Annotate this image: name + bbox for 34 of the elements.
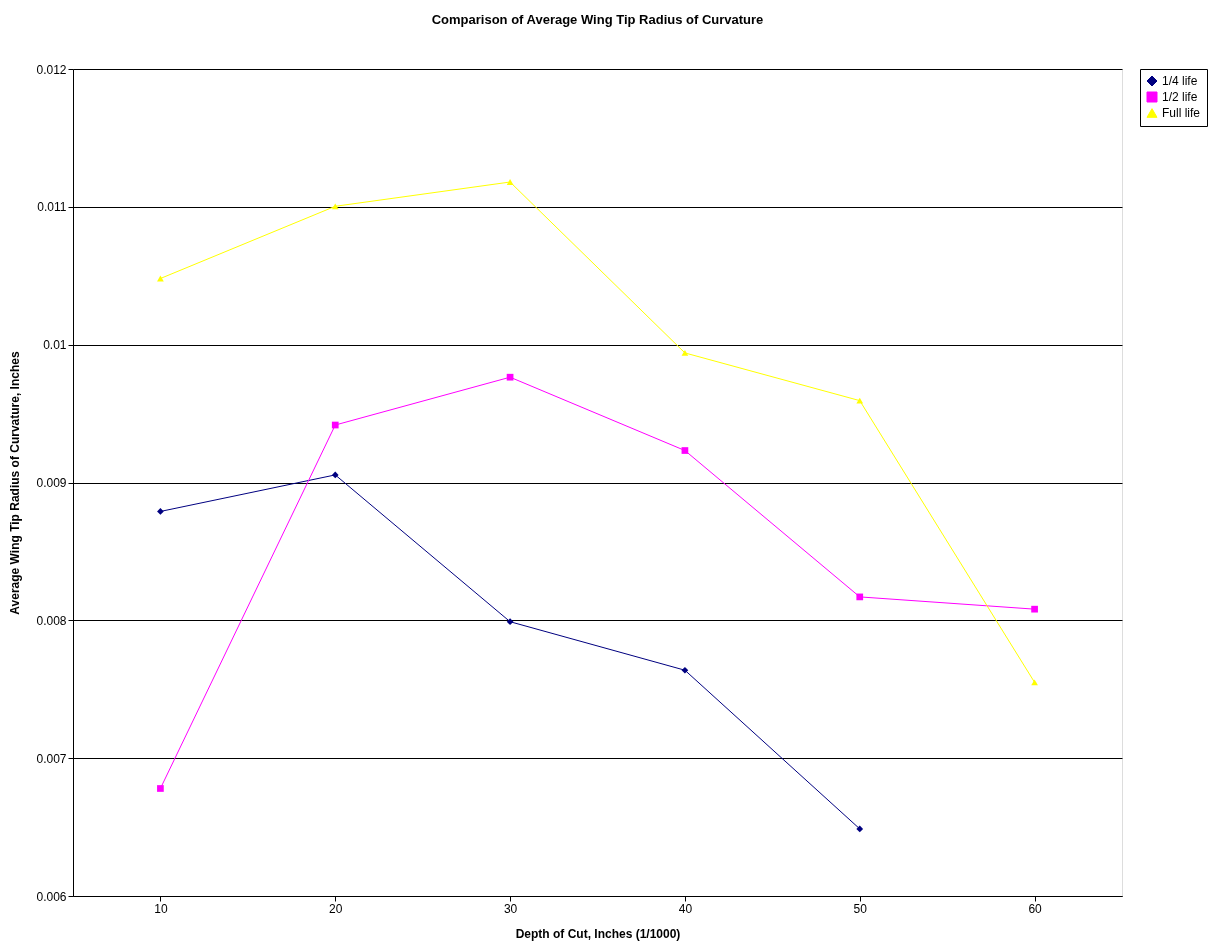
point bbox=[157, 785, 164, 792]
point bbox=[331, 203, 339, 210]
point bbox=[331, 421, 339, 429]
point bbox=[856, 397, 864, 404]
legend-label: 1/2 life bbox=[1162, 90, 1198, 104]
x-tick-label: 40 bbox=[678, 901, 693, 916]
point bbox=[157, 508, 164, 515]
y-tick-label: 0.011 bbox=[37, 200, 67, 215]
y-tick-label: 0.009 bbox=[36, 476, 67, 490]
x-tick-label: 50 bbox=[853, 901, 868, 916]
x-tick-label: 60 bbox=[1028, 901, 1043, 916]
x-axis-title: Depth of Cut, Inches (1/1000) bbox=[515, 926, 681, 941]
point bbox=[856, 825, 864, 833]
point bbox=[1031, 605, 1038, 613]
y-tick-label: 0.008 bbox=[36, 613, 67, 628]
y-axis-title: Average Wing Tip Radius of Curvature, Inches bbox=[8, 351, 23, 615]
point bbox=[506, 618, 514, 626]
legend-label: Full life bbox=[1162, 106, 1201, 120]
x-tick-label: 30 bbox=[503, 901, 518, 916]
y-tick-label: 0.01 bbox=[43, 338, 67, 353]
point bbox=[681, 447, 689, 454]
point bbox=[681, 666, 689, 674]
y-tick-label: 0.012 bbox=[36, 62, 67, 77]
point bbox=[681, 350, 689, 356]
x-tick-label: 20 bbox=[329, 901, 343, 916]
x-tick-label: 10 bbox=[154, 901, 168, 916]
point bbox=[506, 179, 514, 185]
point bbox=[331, 471, 339, 479]
chart-title: Comparison of Average Wing Tip Radius of Curvature bbox=[431, 12, 764, 27]
point bbox=[856, 593, 864, 601]
y-tick-label: 0.006 bbox=[36, 889, 67, 904]
y-tick-label: 0.007 bbox=[36, 751, 67, 766]
point bbox=[506, 373, 514, 381]
legend-label: 1/4 life bbox=[1162, 74, 1198, 88]
